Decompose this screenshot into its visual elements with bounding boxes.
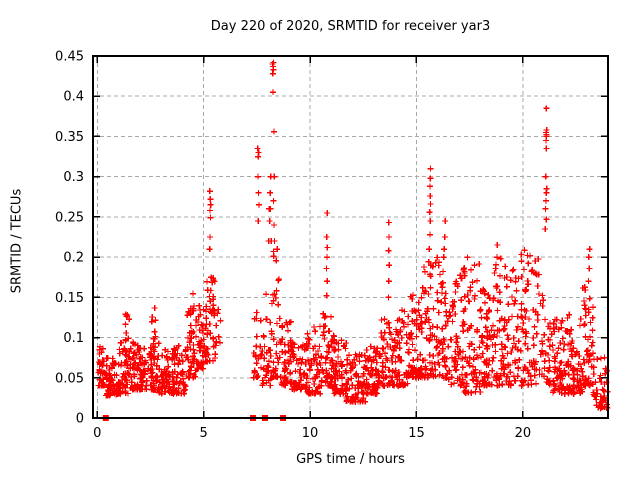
x-tick-label: 0	[93, 426, 101, 441]
y-tick-label: 0.25	[55, 210, 84, 225]
y-tick-label: 0.3	[63, 170, 84, 185]
x-tick-label: 10	[302, 426, 319, 441]
y-tick-label: 0.35	[55, 130, 84, 145]
y-tick-label: 0.4	[63, 90, 84, 105]
tick-labels: 0 5 10 15 20 0 0.05 0.1 0.15 0.2 0.25 0.3 0.35 0.4 0.4…	[55, 50, 531, 442]
x-tick-label: 15	[408, 426, 425, 441]
y-tick-label: 0.15	[55, 291, 84, 306]
y-tick-label: 0.2	[63, 251, 84, 266]
y-tick-label: 0.05	[55, 371, 84, 386]
x-tick-label: 5	[200, 426, 208, 441]
y-tick-label: 0.1	[63, 331, 84, 346]
plot-border	[92, 55, 609, 419]
chart-title: Day 220 of 2020, SRMTID for receiver yar…	[210, 19, 491, 34]
x-axis-label: GPS time / hours	[296, 452, 405, 467]
y-tick-label: 0	[76, 412, 84, 427]
x-tick-label: 20	[515, 426, 532, 441]
scatter-points	[95, 59, 611, 412]
y-tick-label: 0.45	[55, 50, 84, 65]
